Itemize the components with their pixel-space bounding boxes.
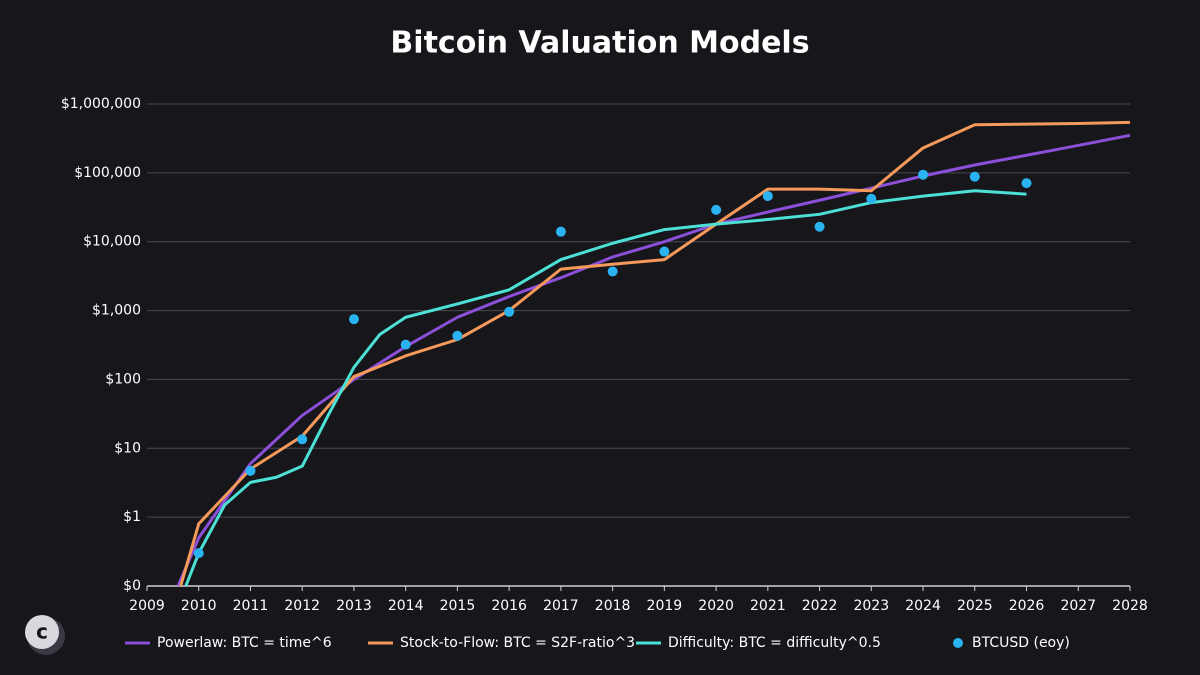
- data-point: [814, 221, 825, 232]
- y-tick-label: $100: [105, 371, 141, 387]
- y-tick-label: $1,000: [92, 303, 141, 319]
- y-tick-label: $10,000: [83, 234, 141, 250]
- series-line: [176, 133, 1130, 586]
- data-point: [245, 465, 256, 476]
- data-point: [400, 339, 411, 350]
- x-tick-label: 2028: [1112, 598, 1148, 614]
- x-tick-label: 2014: [388, 598, 424, 614]
- data-point: [918, 169, 929, 180]
- data-point: [555, 226, 566, 237]
- x-tick-label: 2011: [233, 598, 269, 614]
- legend-label: BTCUSD (eoy): [972, 635, 1070, 651]
- x-tick-label: 2020: [698, 598, 734, 614]
- x-tick-label: 2022: [802, 598, 838, 614]
- x-tick-label: 2015: [440, 598, 476, 614]
- x-tick-label: 2025: [957, 598, 993, 614]
- data-point: [452, 330, 463, 341]
- series-line: [184, 189, 1027, 586]
- logo: c: [25, 615, 65, 655]
- y-tick-label: $1: [123, 509, 141, 525]
- data-point: [193, 548, 204, 559]
- data-point: [504, 306, 515, 317]
- x-tick-label: 2017: [543, 598, 579, 614]
- x-tick-label: 2023: [853, 598, 889, 614]
- data-point: [348, 314, 359, 325]
- x-tick-label: 2024: [905, 598, 941, 614]
- chart-title: Bitcoin Valuation Models: [390, 26, 809, 61]
- data-point: [659, 246, 670, 257]
- x-tick-label: 2010: [181, 598, 217, 614]
- x-tick-label: 2018: [595, 598, 631, 614]
- data-point: [969, 171, 980, 182]
- y-tick-label: $100,000: [74, 165, 141, 181]
- y-tick-label: $1,000,000: [61, 96, 141, 112]
- data-point: [607, 266, 618, 277]
- x-tick-label: 2009: [129, 598, 165, 614]
- legend-label: Difficulty: BTC = difficulty^0.5: [668, 635, 881, 651]
- svg-text:c: c: [36, 620, 48, 644]
- x-tick-label: 2026: [1009, 598, 1045, 614]
- x-tick-label: 2019: [647, 598, 683, 614]
- x-tick-label: 2016: [491, 598, 527, 614]
- legend-label: Powerlaw: BTC = time^6: [157, 635, 332, 651]
- data-point: [297, 434, 308, 445]
- x-tick-label: 2013: [336, 598, 372, 614]
- data-point: [762, 191, 773, 202]
- data-point: [866, 193, 877, 204]
- legend-label: Stock-to-Flow: BTC = S2F-ratio^3: [400, 635, 635, 651]
- x-tick-label: 2021: [750, 598, 786, 614]
- series-line: [179, 120, 1130, 586]
- data-point: [1021, 178, 1032, 189]
- x-tick-label: 2027: [1060, 598, 1096, 614]
- y-tick-label: $0: [123, 578, 141, 594]
- data-point: [711, 204, 722, 215]
- legend-swatch: [953, 638, 963, 648]
- x-tick-label: 2012: [284, 598, 320, 614]
- y-tick-label: $10: [114, 440, 141, 456]
